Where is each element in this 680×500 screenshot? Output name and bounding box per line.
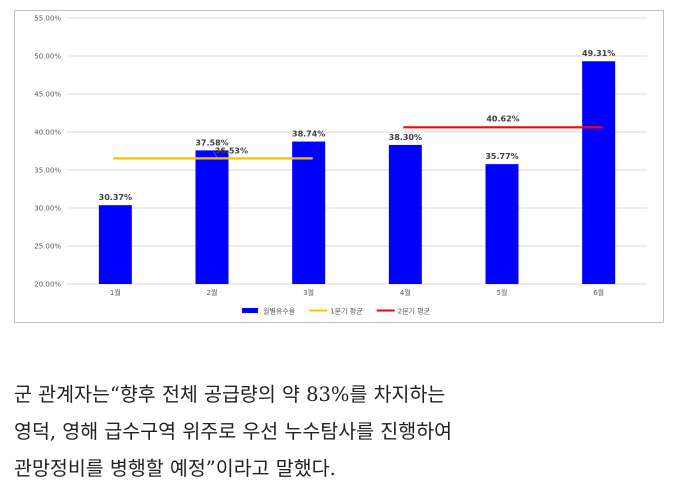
- average-value-label: 40.62%: [486, 114, 519, 123]
- bar: [485, 164, 519, 284]
- average-value-label: 36.53%: [215, 146, 248, 155]
- x-tick-label: 5월: [497, 288, 508, 297]
- x-tick-label: 6월: [593, 288, 604, 297]
- y-tick-label: 50.00%: [34, 53, 61, 61]
- x-tick-label: 4월: [400, 288, 411, 297]
- bar: [582, 61, 616, 284]
- bar-value-label: 49.31%: [582, 49, 615, 58]
- bar: [388, 144, 422, 284]
- y-tick-label: 40.00%: [34, 129, 61, 137]
- legend-label: 1분기 평균: [330, 307, 363, 316]
- bar: [98, 205, 132, 284]
- y-tick-label: 45.00%: [34, 91, 61, 99]
- bar: [195, 150, 229, 284]
- y-tick-label: 55.00%: [34, 15, 61, 23]
- x-tick-label: 3월: [303, 288, 314, 297]
- y-tick-label: 35.00%: [34, 167, 61, 175]
- chart-frame: 20.00% 25.00% 30.00% 35.00% 40.00% 45.00% 50.0…: [14, 10, 664, 323]
- bar-value-label: 38.74%: [292, 130, 325, 139]
- chart: 20.00% 25.00% 30.00% 35.00% 40.00% 45.00% 50.0…: [34, 15, 647, 316]
- bar-value-label: 37.58%: [195, 138, 228, 147]
- caption-text: 군 관계자는“향후 전체 공급량의 약 83%를 차지하는 영덕, 영해 급수구…: [14, 383, 453, 480]
- y-tick-label: 30.00%: [34, 205, 61, 213]
- legend-label: 2분기 평균: [398, 307, 431, 316]
- bar-value-label: 35.77%: [485, 152, 518, 161]
- bar-value-label: 30.37%: [99, 193, 132, 202]
- bar-value-label: 38.30%: [389, 133, 422, 142]
- bar: [292, 141, 326, 284]
- legend-label: 월별유수율: [263, 307, 296, 316]
- legend-swatch: [242, 308, 258, 313]
- y-tick-label: 20.00%: [34, 281, 61, 289]
- leader-line: [213, 151, 218, 158]
- x-tick-label: 1월: [110, 288, 121, 297]
- x-tick-label: 2월: [207, 288, 218, 297]
- y-tick-label: 25.00%: [34, 243, 61, 251]
